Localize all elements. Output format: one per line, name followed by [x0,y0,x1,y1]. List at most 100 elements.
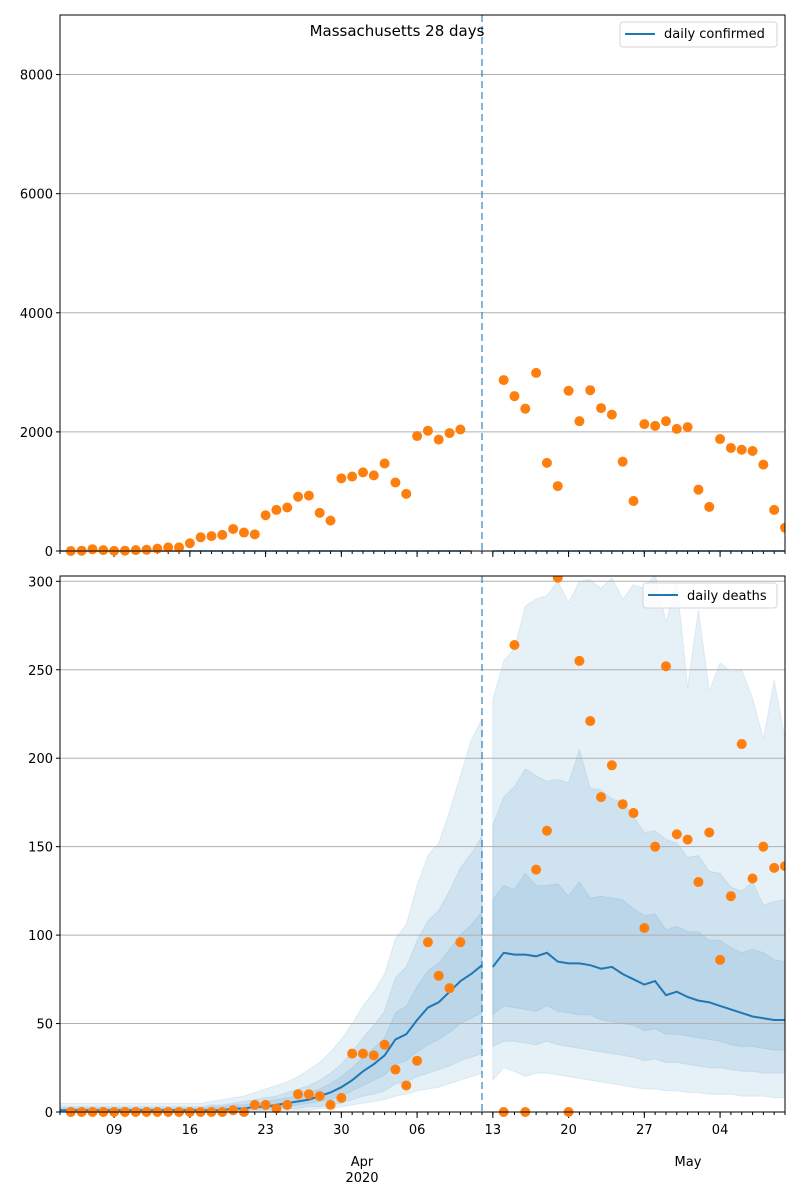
deaths-observed-points [65,576,785,1117]
deaths-point [390,1064,401,1075]
confirmed-point [217,529,228,540]
deaths-point [379,1039,390,1050]
deaths-point [585,716,596,727]
deaths-point [433,970,444,981]
month-label-apr: Apr [351,1155,374,1170]
forecast-band-outer [492,576,785,1099]
y-tick-label: 0 [45,1106,53,1121]
confirmed-point [130,545,141,556]
deaths-panel: 0 50 100 150 200 250 300 09 16 23 30 06 13 20 27 04 da… [28,575,786,1186]
confirmed-point [433,434,444,445]
deaths-point [552,576,563,583]
confirmed-point [747,445,758,456]
confirmed-point [184,538,195,549]
confirmed-point [606,409,617,420]
y-tick-label: 250 [28,664,53,679]
deaths-point [574,655,585,666]
confirmed-point [736,444,747,455]
confirmed-point [758,459,769,470]
confirmed-point [509,391,520,402]
confirmed-point [293,491,304,502]
forecast-band-inner [492,872,785,1051]
confirmed-point [303,490,314,501]
deaths-point [606,760,617,771]
deaths-panel-frame [59,575,786,1113]
y-tick-label: 50 [36,1018,53,1033]
confirmed-panel-frame [59,14,786,552]
deaths-point [531,864,542,875]
confirmed-point [195,532,206,543]
x-tick-label: 04 [712,1123,729,1138]
confirmed-point [596,403,607,414]
confirmed-point [617,456,628,467]
y-tick-label: 150 [28,841,53,856]
deaths-point [260,1099,271,1110]
confirmed-point [780,522,785,533]
deaths-point [455,937,466,948]
deaths-point [715,954,726,965]
year-label-2020: 2020 [345,1171,378,1186]
y-tick-label: 200 [28,752,53,767]
confirmed-point [715,434,726,445]
deaths-point [736,739,747,750]
deaths-point [314,1091,325,1102]
confirmed-point [639,419,650,430]
confirmed-point [368,470,379,481]
deaths-point [228,1105,239,1116]
deaths-point [693,877,704,888]
deaths-point [303,1089,314,1100]
confirmed-gridlines [60,74,785,433]
legend-label-daily-deaths: daily deaths [687,589,767,604]
deaths-point [660,661,671,672]
confirmed-point [563,385,574,396]
y-tick-label: 0 [45,545,53,560]
deaths-y-axis: 0 50 100 150 200 250 300 [28,575,60,1121]
legend-label-daily-confirmed: daily confirmed [664,27,765,42]
x-tick-label: 09 [106,1123,123,1138]
y-tick-label: 4000 [20,307,53,322]
legend-box [642,582,778,609]
confirmed-point [725,442,736,453]
deaths-point [336,1092,347,1103]
confirmed-point [552,481,563,492]
confirmed-point [531,367,542,378]
confirmed-point [401,488,412,499]
confirmed-point [357,467,368,478]
month-label-may: May [675,1155,702,1170]
deaths-point [650,841,661,852]
deaths-point [704,827,715,838]
deaths-point [541,825,552,836]
deaths-point [596,792,607,803]
deaths-point [671,829,682,840]
deaths-point [682,834,693,845]
deaths-point [282,1099,293,1110]
confirmed-point [87,544,98,555]
y-tick-label: 8000 [20,69,53,84]
deaths-point [357,1048,368,1059]
y-tick-label: 300 [28,575,53,590]
deaths-point [769,862,780,873]
x-tick-label: 27 [636,1123,653,1138]
x-tick-label: 06 [409,1123,426,1138]
confirmed-point [422,425,433,436]
confirmed-point [347,471,358,482]
x-tick-label: 23 [257,1123,274,1138]
confirmed-point [260,510,271,521]
deaths-point [347,1048,358,1059]
confirmed-point [282,502,293,513]
confirmed-point [238,527,249,538]
confirmed-point [682,422,693,433]
deaths-point [444,983,455,994]
deaths-point [725,891,736,902]
confirmed-point [412,431,423,442]
fit-band-middle [60,834,483,1113]
confirmed-point [693,484,704,495]
deaths-point [412,1055,423,1066]
confirmed-point [650,420,661,431]
confirmed-point [498,375,509,386]
confirmed-point [520,403,531,414]
confirmed-point [628,495,639,506]
deaths-point [422,937,433,948]
